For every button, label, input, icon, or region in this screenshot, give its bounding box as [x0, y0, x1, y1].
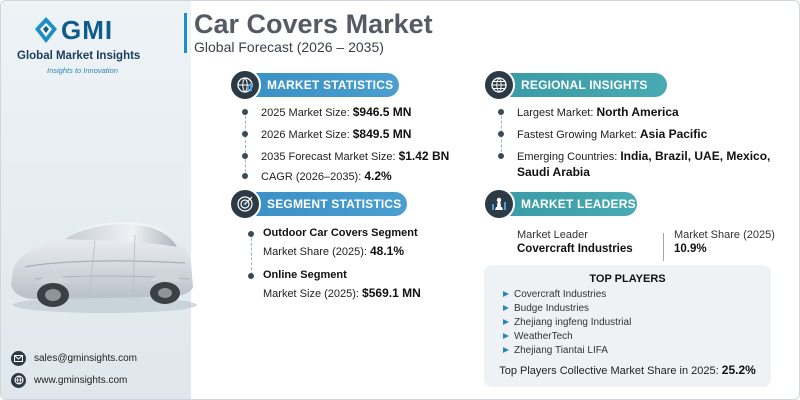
outdoor-segment-title: Outdoor Car Covers Segment	[263, 227, 418, 239]
gmi-logo-icon	[35, 17, 57, 43]
triangle-bullet-icon	[503, 319, 509, 325]
triangle-bullet-icon	[503, 291, 509, 297]
player-item: Budge Industries	[503, 303, 589, 314]
player-item: WeatherTech	[503, 331, 573, 342]
title-accent-bar	[184, 13, 187, 53]
player-item: Zhejiang Tiantai LIFA	[503, 345, 608, 356]
triangle-bullet-icon	[503, 305, 509, 311]
market-leader-label: Market Leader	[517, 229, 588, 241]
emerging-countries: Emerging Countries: India, Brazil, UAE, …	[517, 149, 771, 163]
triangle-bullet-icon	[503, 333, 509, 339]
website-text[interactable]: www.gminsights.com	[34, 374, 128, 386]
globe-icon	[483, 69, 515, 101]
online-segment-title: Online Segment	[263, 269, 347, 281]
regional-insights-title: REGIONAL INSIGHTS	[497, 73, 667, 97]
bullet-dot	[242, 131, 248, 137]
brand-tagline: Insights to Innovation	[47, 66, 118, 75]
market-leaders-title: MARKET LEADERS	[497, 192, 637, 216]
top-players-panel: TOP PLAYERS Covercraft Industries Budge …	[484, 265, 771, 387]
fastest-growing-market: Fastest Growing Market: Asia Pacific	[517, 127, 708, 141]
contact-email[interactable]: sales@gminsights.com	[11, 349, 191, 367]
bullet-dot	[242, 173, 248, 179]
stat-cagr: CAGR (2026–2035): 4.2%	[261, 169, 392, 183]
chess-icon	[483, 188, 515, 220]
left-panel: GMI Global Market Insights Insights to I…	[1, 1, 197, 399]
globe-chart-icon	[229, 69, 261, 101]
brand-name: Global Market Insights	[17, 50, 141, 62]
bullet-dot	[248, 231, 254, 237]
contact-website[interactable]: www.gminsights.com	[11, 371, 191, 389]
largest-market: Largest Market: North America	[517, 105, 679, 119]
logo-word: GMI	[61, 15, 114, 45]
mail-icon	[11, 350, 26, 366]
collective-share: Top Players Collective Market Share in 2…	[499, 363, 756, 377]
bullet-dot	[498, 153, 504, 159]
online-segment-size: Market Size (2025): $569.1 MN	[263, 286, 421, 300]
bullet-dot	[498, 131, 504, 137]
top-players-title: TOP PLAYERS	[589, 273, 666, 285]
outdoor-segment-share: Market Share (2025): 48.1%	[263, 244, 405, 258]
market-stats-line	[245, 111, 246, 177]
stat-2025-market-size: 2025 Market Size: $946.5 MN	[261, 105, 412, 119]
bullet-dot	[242, 109, 248, 115]
emerging-countries-line2: Saudi Arabia	[517, 165, 590, 179]
market-share-value: 10.9%	[674, 243, 707, 255]
segment-line	[251, 233, 252, 275]
market-share-label: Market Share (2025)	[674, 229, 775, 241]
leader-divider	[663, 233, 664, 261]
market-statistics-title: MARKET STATISTICS	[243, 73, 399, 97]
triangle-bullet-icon	[503, 347, 509, 353]
player-item: Covercraft Industries	[503, 289, 606, 300]
page-title: Car Covers Market	[194, 9, 433, 39]
covered-car-image	[11, 222, 197, 313]
bullet-dot	[248, 273, 254, 279]
market-leader-value: Covercraft Industries	[517, 243, 633, 255]
gmi-logo[interactable]: GMI Global Market Insights Insights to I…	[11, 11, 171, 81]
bullet-dot	[242, 153, 248, 159]
segment-statistics-title: SEGMENT STATISTICS	[243, 192, 407, 216]
bullet-dot	[498, 109, 504, 115]
web-icon	[11, 372, 26, 388]
player-item: Zhejiang ingfeng Industrial	[503, 317, 631, 328]
stat-2035-forecast: 2035 Forecast Market Size: $1.42 BN	[261, 149, 450, 163]
target-icon	[229, 188, 261, 220]
email-text[interactable]: sales@gminsights.com	[34, 352, 137, 364]
stat-2026-market-size: 2026 Market Size: $849.5 MN	[261, 127, 412, 141]
page-subtitle: Global Forecast (2026 – 2035)	[194, 39, 384, 55]
